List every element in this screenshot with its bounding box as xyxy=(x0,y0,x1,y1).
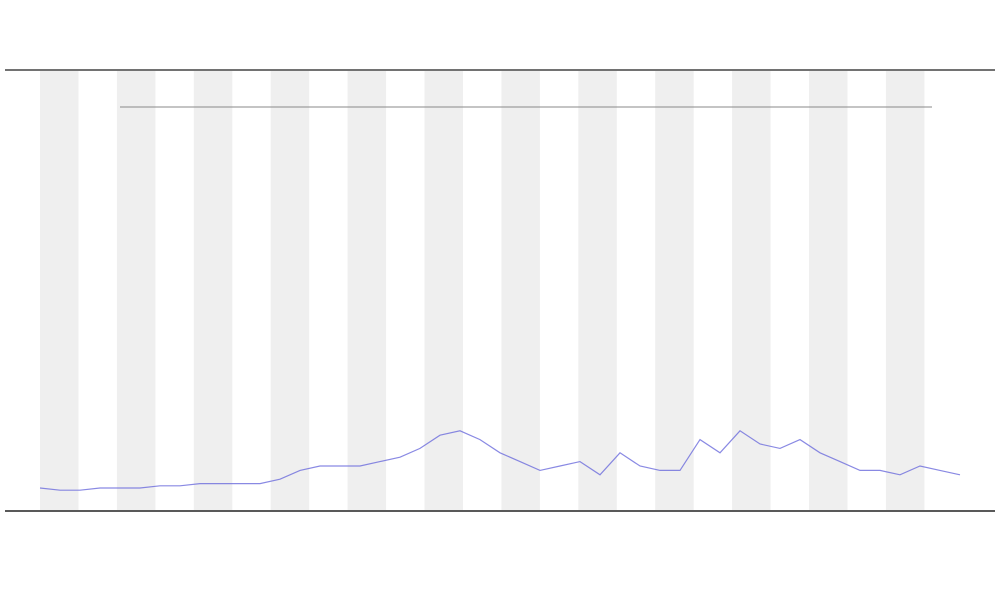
band xyxy=(578,71,617,510)
data-line xyxy=(39,430,961,491)
band xyxy=(885,71,925,510)
band xyxy=(732,71,771,510)
band xyxy=(501,71,540,510)
band xyxy=(809,71,848,510)
band xyxy=(655,71,694,510)
band xyxy=(40,71,79,510)
band xyxy=(270,71,310,510)
band xyxy=(347,71,387,510)
background-bands xyxy=(40,71,925,510)
band xyxy=(116,71,156,510)
band xyxy=(424,71,463,510)
band xyxy=(193,71,233,510)
